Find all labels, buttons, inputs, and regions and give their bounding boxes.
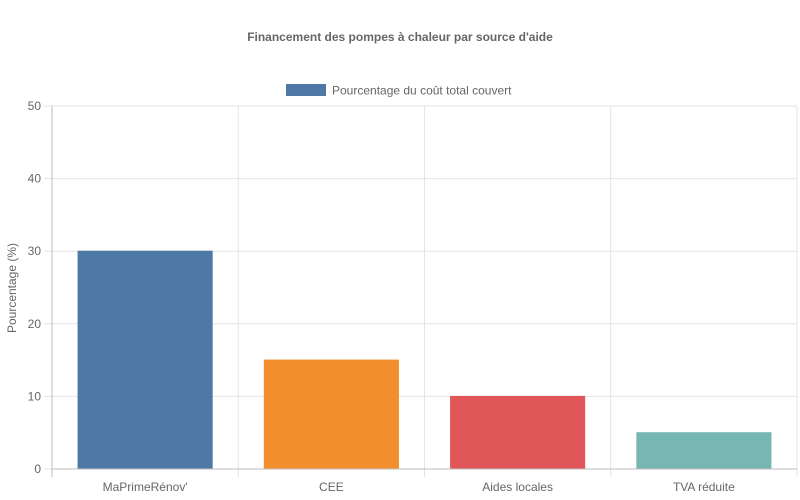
y-tick-label: 10: [28, 389, 42, 403]
y-axis-title: Pourcentage (%): [5, 243, 19, 333]
x-tick-label: CEE: [319, 480, 344, 494]
y-tick-label: 30: [28, 244, 42, 258]
bar[interactable]: [450, 395, 586, 470]
bar[interactable]: [636, 432, 772, 470]
bar[interactable]: [263, 359, 399, 470]
x-tick-label: MaPrimeRénov': [103, 480, 188, 494]
legend[interactable]: Pourcentage du coût total couvert: [286, 84, 512, 98]
y-tick-label: 0: [34, 462, 41, 476]
tick-labels: 0 10 20 30 40 50 MaPrimeRénov' CEE Aides locales…: [28, 99, 735, 494]
bar[interactable]: [77, 250, 213, 470]
legend-label: Pourcentage du coût total couvert: [332, 84, 512, 98]
legend-swatch: [286, 84, 326, 96]
y-tick-label: 50: [28, 99, 42, 113]
axes: [51, 106, 797, 477]
y-tick-label: 40: [28, 172, 42, 186]
x-tick-label: TVA réduite: [673, 480, 735, 494]
bars: [77, 250, 772, 470]
chart-title: Financement des pompes à chaleur par sou…: [247, 30, 553, 44]
x-tick-label: Aides locales: [482, 480, 553, 494]
y-tick-label: 20: [28, 317, 42, 331]
